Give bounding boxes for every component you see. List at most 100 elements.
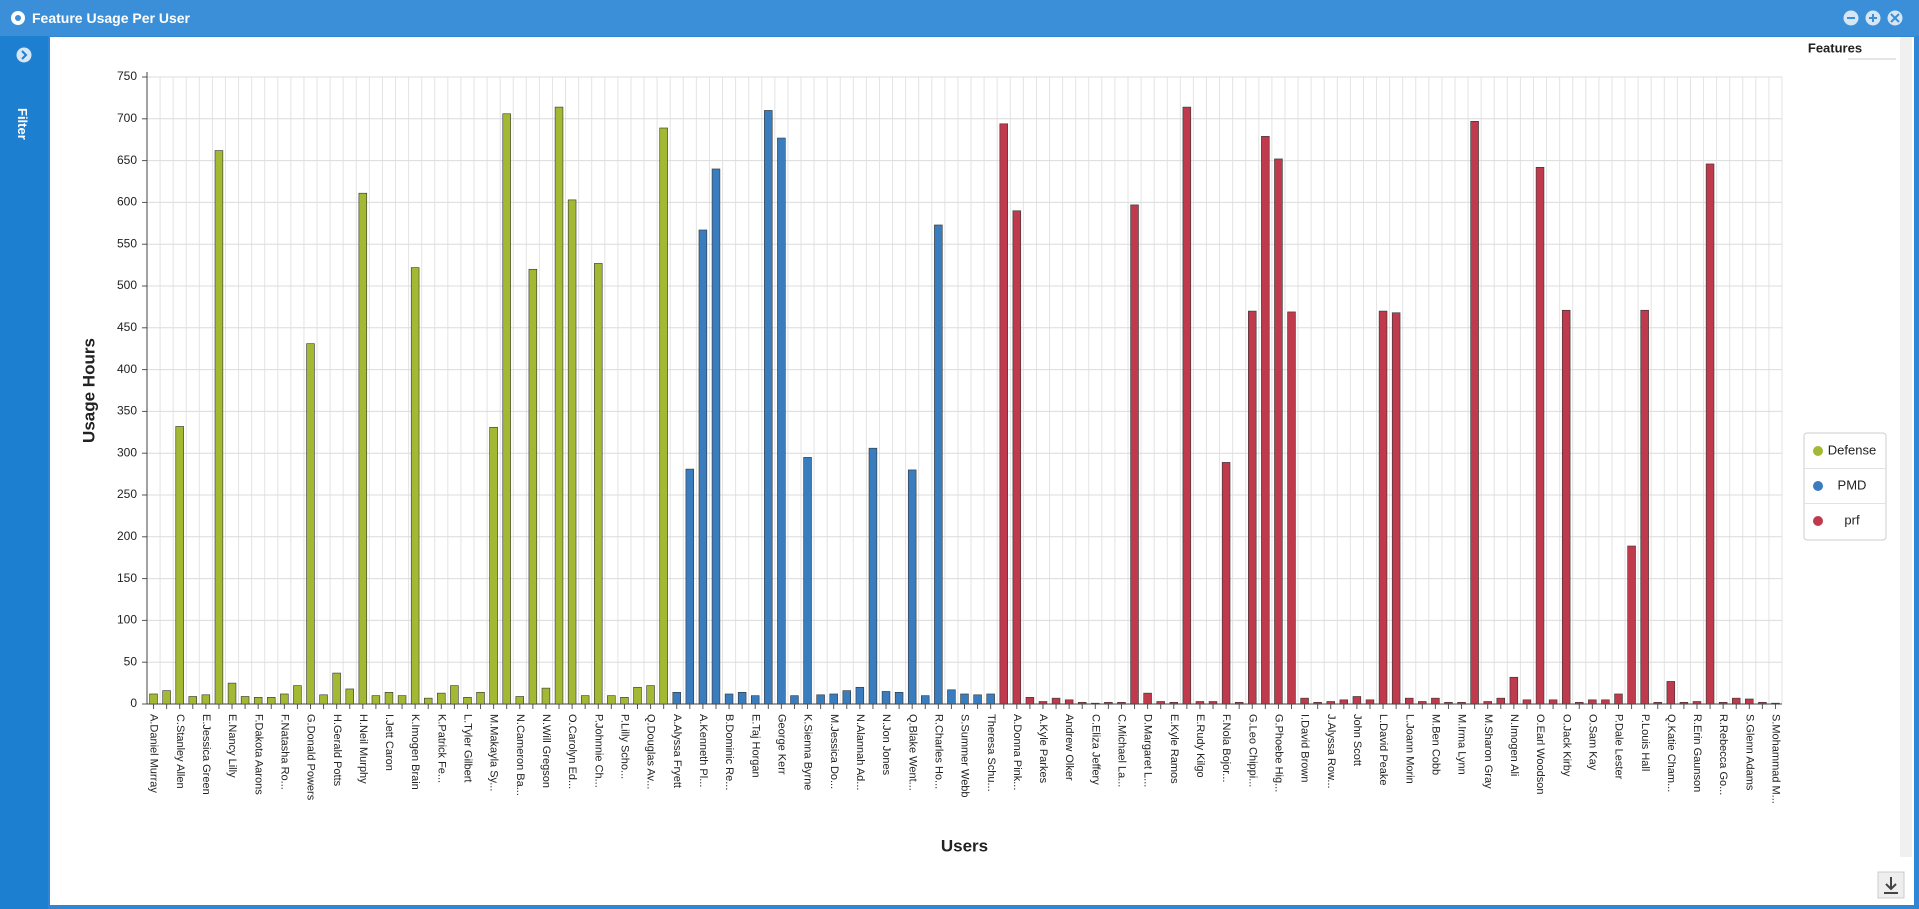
x-tick-label: N.Will Gregson [540,714,552,788]
bar [253,697,263,705]
x-tick-label: E.Jessica Green [200,714,212,795]
bar [1496,697,1506,705]
x-tick-label: J.Alyssa Row... [1325,714,1337,789]
bar [319,694,328,705]
bar [450,685,459,705]
y-tick-label: 0 [130,696,137,710]
bar [1731,697,1741,705]
bar [1548,699,1558,705]
y-tick-label: 700 [117,111,137,125]
y-tick-label: 600 [117,195,137,209]
bar [1130,204,1139,705]
scrollbar[interactable] [1900,37,1912,857]
bar [1418,701,1427,705]
bar [1391,312,1401,705]
x-tick-label: K.Sienna Byrne [802,714,814,790]
x-tick-label: F.Nola Bojor... [1220,714,1232,782]
y-axis-title: Usage Hours [79,338,98,443]
bar [1653,702,1662,705]
bar [175,426,184,705]
x-tick-label: George Kerr [775,714,787,775]
bar [672,691,681,705]
bar [541,687,551,705]
bar [1718,702,1728,705]
bar [868,447,878,705]
bar [201,694,211,705]
bar [881,691,891,705]
bar [1313,702,1322,705]
bar [554,106,564,705]
bar [1509,676,1519,705]
bar [1077,702,1087,705]
bar [1771,702,1780,705]
x-tick-label: H.Neil Murphy [357,714,369,784]
y-tick-label: 300 [117,445,137,459]
bar [934,224,943,705]
bar [698,229,708,705]
y-tick-label: 50 [124,654,138,668]
bar [1614,693,1623,705]
window-header: Feature Usage Per User [0,0,1919,36]
x-axis-title: Users [941,836,988,855]
bar [1156,701,1165,705]
bar [410,267,420,705]
bar [646,685,655,705]
bar [960,693,969,705]
x-tick-label: B.Dominic Re... [723,714,735,790]
bar [973,694,982,705]
x-tick-label: O.Carolyn Ed... [566,714,578,789]
bar [1758,702,1767,705]
bar [437,692,446,705]
chart: Features 0 50 100 150 200 250 300 350 400 450 500 5… [79,37,1912,899]
bar [1221,462,1231,705]
bar [1561,309,1571,705]
bar [227,682,237,705]
x-tick-label: O.Jack Kirby [1560,714,1572,777]
bar [1104,702,1113,705]
legend-title: Features [1808,40,1862,55]
x-tick-label: I.David Brown [1299,714,1311,782]
bar [384,691,394,705]
x-tick-label: E.Kyle Ramos [1168,714,1180,784]
bar [1575,702,1584,705]
legend-marker [1813,446,1823,456]
x-tick-label: D.Margaret L... [1142,714,1154,787]
x-tick-label: Q.Douglas Av... [645,714,657,789]
bar [476,691,485,705]
x-tick-label: K.Imogen Brain [409,714,421,790]
bar [1025,697,1035,705]
legend-marker [1813,481,1823,491]
bar [1431,697,1440,705]
x-tick-label: K.Patrick Fe... [435,714,447,783]
bar [528,268,538,705]
bar [764,110,773,705]
bar [724,693,734,705]
bar [999,123,1008,705]
bar [1143,692,1152,705]
bar [502,113,511,705]
filter-toggle[interactable] [15,46,33,64]
window-controls[interactable] [1841,8,1911,28]
bar [1745,698,1754,705]
x-tick-label: A.Alyssa Fryett [671,714,683,788]
y-tick-label: 150 [117,571,137,585]
bar [711,168,721,705]
bar [214,150,224,705]
x-tick-label: S.Glenn Adams [1743,714,1755,791]
bar [1038,701,1048,705]
bar [1535,166,1545,705]
x-tick-label: P.Dale Lester [1613,714,1625,780]
x-tick-label: M.Sharon Gray [1482,714,1494,789]
bar [842,690,852,705]
y-tick-label: 350 [117,404,137,418]
bar [1365,699,1375,705]
bar [1234,702,1244,705]
x-tick-label: C.Michael La... [1116,714,1128,787]
x-tick-label: M.Jessica Do... [828,714,840,789]
bar [1522,699,1532,705]
bar [750,695,760,705]
bar [489,426,498,705]
filter-label: Filter [15,108,30,140]
filter-panel[interactable]: Filter [0,36,48,909]
bar [1051,697,1061,705]
